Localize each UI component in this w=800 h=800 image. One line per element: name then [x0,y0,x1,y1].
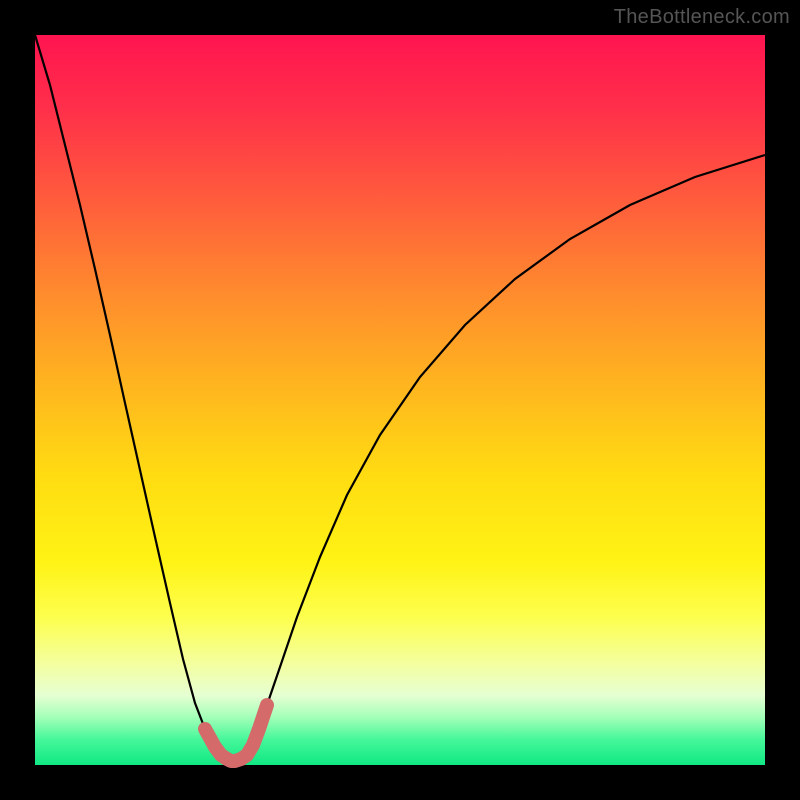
watermark-label: TheBottleneck.com [614,6,790,29]
bottleneck-chart [0,0,800,800]
plot-background [35,35,765,765]
